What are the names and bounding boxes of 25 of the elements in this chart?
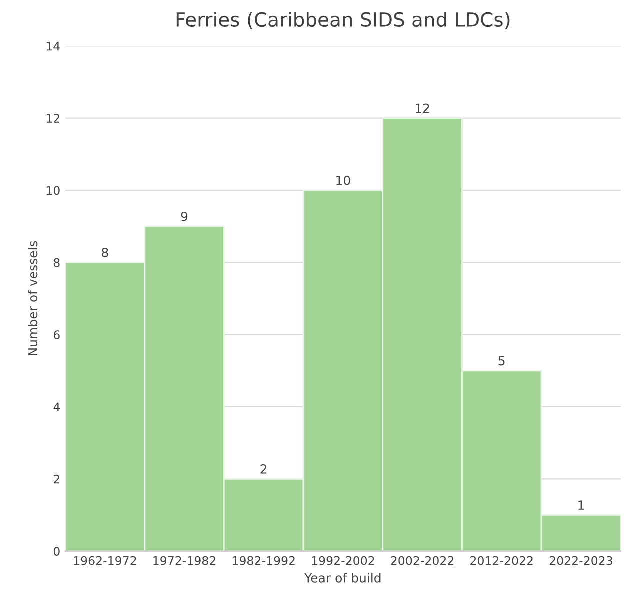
y-tick-label: 6 [54,330,60,340]
x-axis-title: Year of build [304,573,381,583]
data-label: 8 [102,248,108,258]
x-tick-label: 1992-2002 [312,556,374,566]
x-tick-label: 1962-1972 [74,556,136,566]
y-tick-label: 4 [54,402,60,412]
y-tick-label: 12 [46,114,60,123]
y-axis-title: Number of vessels [28,241,38,356]
data-label: 12 [416,104,430,113]
x-tick-label: 2002-2022 [391,556,454,566]
data-label: 9 [181,212,188,222]
y-tick-label: 14 [46,42,60,51]
x-tick-label: 2012-2022 [470,556,533,566]
data-label: 5 [498,356,505,366]
data-label: 1 [578,500,584,510]
chart-title: Ferries (Caribbean SIDS and LDCs) [176,12,510,30]
x-tick-label: 2022-2023 [550,556,612,566]
y-tick-label: 8 [54,258,60,268]
data-label: 2 [260,464,267,474]
x-tick-label: 1972-1982 [154,556,216,566]
y-tick-label: 2 [54,474,60,484]
x-tick-label: 1982-1992 [232,556,295,566]
data-label: 10 [336,176,350,186]
y-tick-label: 0 [54,547,60,556]
y-tick-label: 10 [46,186,60,196]
